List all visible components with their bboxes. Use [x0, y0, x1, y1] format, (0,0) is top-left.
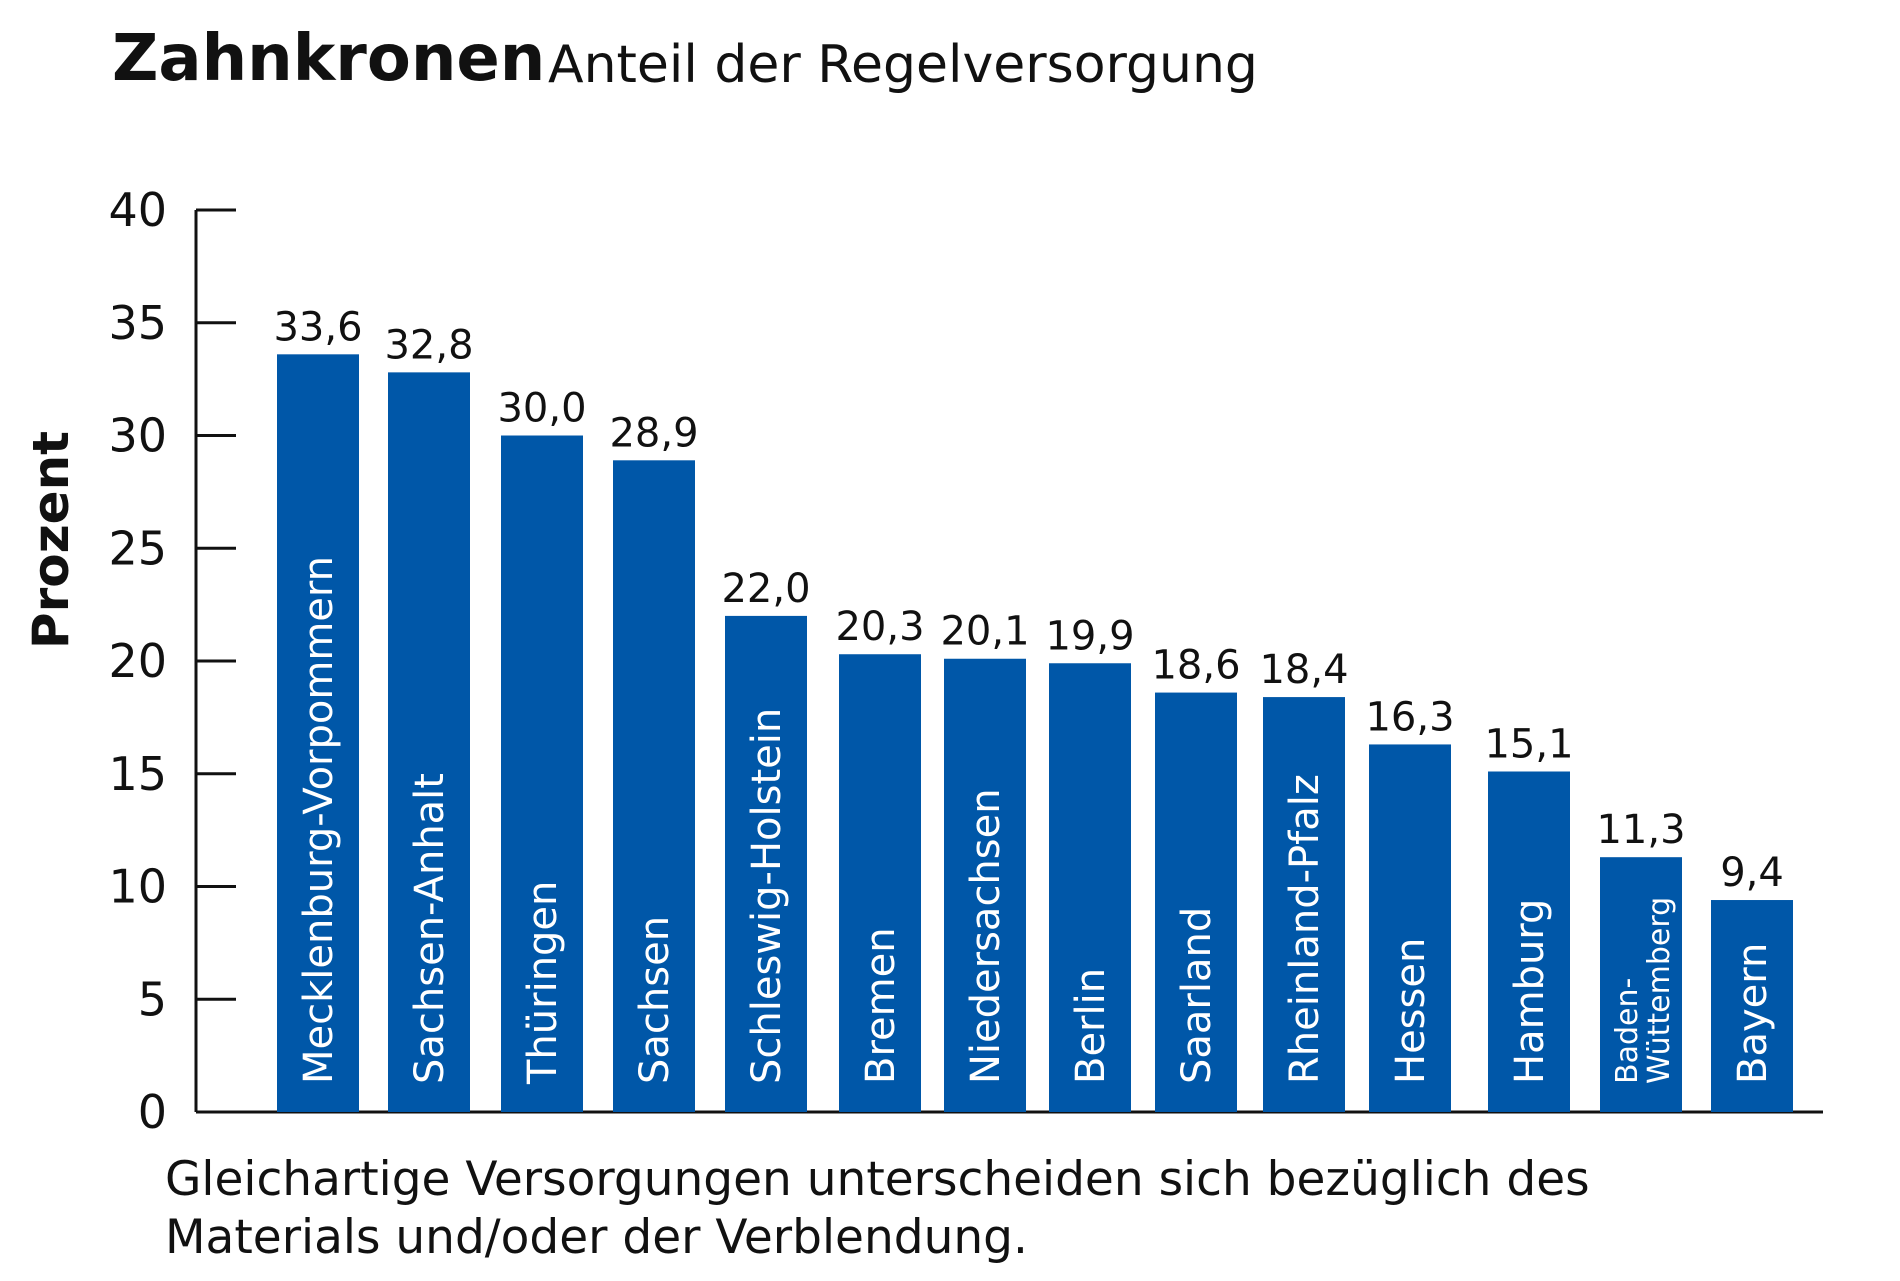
bar-value-label: 22,0 [721, 566, 810, 612]
bar-value-label: 9,4 [1720, 850, 1784, 896]
category-label: Bayern [1730, 943, 1776, 1084]
bar [1600, 857, 1682, 1112]
category-label: Niedersachsen [963, 788, 1009, 1084]
bar [1488, 771, 1570, 1112]
y-tick-label: 25 [108, 521, 167, 575]
category-label: Hamburg [1507, 899, 1553, 1084]
bar [1711, 900, 1793, 1112]
axes: 0 5 10 15 20 25 30 35 40 [108, 183, 1823, 1139]
y-tick-label: 20 [108, 634, 167, 688]
bar [613, 460, 695, 1112]
bar-value-label: 28,9 [609, 410, 698, 456]
bar-value-label: 30,0 [497, 386, 586, 432]
bar [277, 354, 359, 1112]
bar-value-label: 33,6 [273, 304, 362, 350]
bar-value-label: 20,1 [940, 609, 1029, 655]
y-tick-label: 5 [138, 972, 167, 1026]
bar [1263, 697, 1345, 1112]
bar-value-label: 11,3 [1596, 807, 1685, 853]
bar-value-label: 20,3 [835, 604, 924, 650]
y-tick-label: 0 [138, 1085, 167, 1139]
category-label: Sachsen [632, 916, 678, 1084]
category-label: Schleswig-Holstein [744, 708, 790, 1084]
bar [388, 372, 470, 1112]
category-label: Berlin [1068, 968, 1114, 1084]
bar-value-label: 15,1 [1484, 721, 1573, 767]
category-label: Rheinland-Pfalz [1282, 774, 1328, 1084]
category-label: Bremen [858, 927, 904, 1084]
y-tick-label: 10 [108, 860, 167, 914]
y-tick-label: 35 [108, 296, 167, 350]
bar-value-label: 18,4 [1259, 647, 1348, 693]
category-label-line: Baden- [1610, 978, 1645, 1084]
chart-subtitle: Anteil der Regelversorgung [548, 35, 1258, 95]
y-tick-label: 40 [108, 183, 167, 237]
y-tick-label: 15 [108, 747, 167, 801]
bars: 33,6 Mecklenburg-Vorpommern 32,8 Sachsen-An… [273, 304, 1793, 1112]
footnote-line-1: Gleichartige Versorgungen unterscheiden … [165, 1152, 1590, 1207]
bar-value-label: 18,6 [1151, 643, 1240, 689]
bar-value-label: 19,9 [1045, 613, 1134, 659]
category-label: Mecklenburg-Vorpommern [296, 556, 342, 1084]
category-label: Hessen [1388, 938, 1434, 1084]
bar [725, 615, 807, 1112]
category-label: Thüringen [520, 881, 566, 1085]
chart-title: Zahnkronen [112, 22, 545, 96]
category-label: Baden-Wüttemberg [1610, 897, 1677, 1084]
y-axis-label: Prozent [22, 431, 80, 649]
bar-value-label: 16,3 [1365, 694, 1454, 740]
category-label-line: Wüttemberg [1642, 897, 1677, 1084]
bar [501, 435, 583, 1112]
bar [1049, 663, 1131, 1112]
bar [1369, 744, 1451, 1112]
bar [944, 658, 1026, 1112]
bar [1155, 692, 1237, 1112]
category-label: Saarland [1174, 907, 1220, 1084]
bar [839, 654, 921, 1112]
footnote-line-2: Materials und/oder der Verblendung. [165, 1210, 1028, 1265]
bar-value-label: 32,8 [384, 322, 473, 368]
category-label: Sachsen-Anhalt [407, 773, 453, 1084]
y-tick-label: 30 [108, 409, 167, 463]
